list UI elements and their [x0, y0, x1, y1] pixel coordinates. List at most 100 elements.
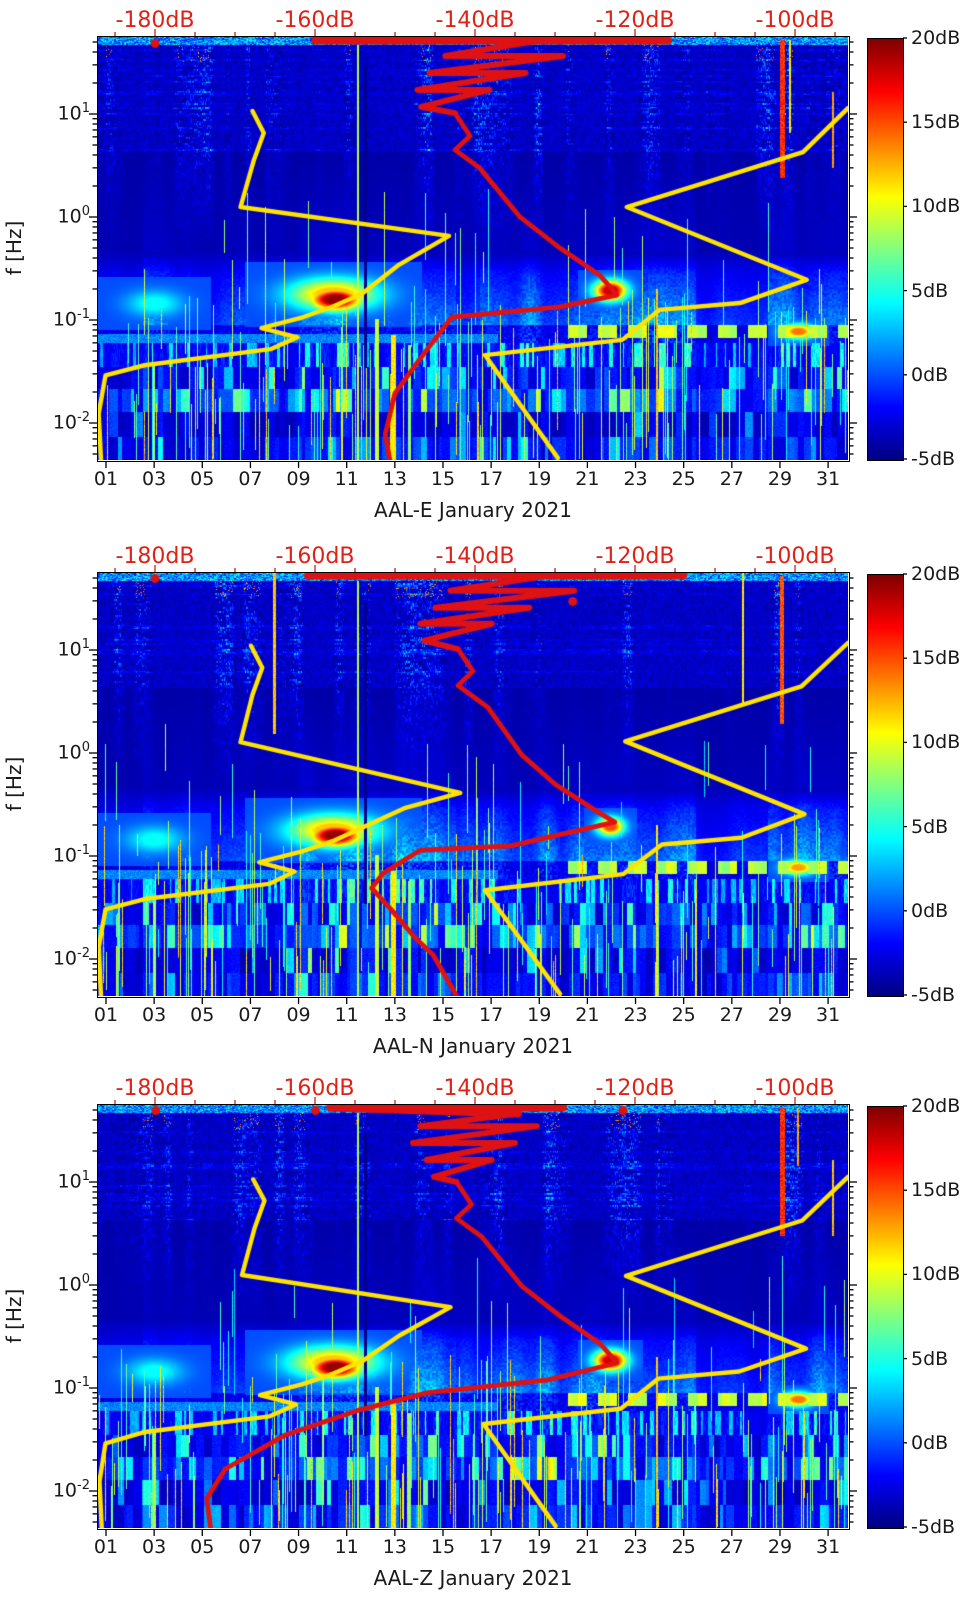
x-tick-label: 31 [816, 1004, 841, 1026]
colorbar-tick-label: 0dB [911, 899, 949, 922]
x-tick-label: 19 [527, 1536, 552, 1558]
x-tick-label: 07 [238, 1004, 263, 1026]
x-tick-label: 25 [671, 1004, 696, 1026]
x-tick-label: 05 [190, 1536, 215, 1558]
colorbar-tick-label: 0dB [911, 1431, 949, 1454]
colorbar [867, 38, 904, 461]
x-tick-label: 29 [767, 1004, 793, 1026]
x-tick-label: 27 [719, 468, 744, 490]
y-axis-label: f [Hz] [2, 756, 26, 812]
spectrogram-canvas-aal-z [98, 1105, 848, 1528]
x-tick-label: 19 [527, 468, 552, 490]
x-tick-label: 27 [719, 1536, 744, 1558]
x-tick-label: 27 [719, 1004, 744, 1026]
x-tick-label: 29 [767, 468, 793, 490]
y-tick-label: 101 [57, 637, 90, 661]
x-tick-label: 01 [93, 468, 119, 490]
x-tick-label: 31 [816, 1536, 841, 1558]
x-tick-label: 21 [575, 1536, 600, 1558]
y-tick-label: 100 [57, 204, 90, 228]
top-axis-label: -160dB [275, 544, 355, 569]
x-tick-label: 21 [575, 468, 600, 490]
y-tick-label: 10-1 [52, 307, 90, 331]
top-axis-label: -100dB [755, 544, 835, 569]
colorbar-tick-label: 5dB [911, 279, 949, 302]
x-tick-label: 03 [142, 468, 167, 490]
y-tick-label: 101 [57, 1169, 90, 1193]
x-tick-label: 09 [286, 1004, 311, 1026]
colorbar-tick-label: 10dB [911, 195, 961, 218]
top-axis-label: -120dB [595, 1076, 675, 1101]
colorbar-tick-label: 20dB [911, 27, 961, 49]
y-tick-label: 100 [57, 740, 90, 764]
top-axis-label: -140dB [435, 8, 515, 33]
y-tick-label: 101 [57, 101, 90, 125]
x-tick-label: 23 [623, 1536, 648, 1558]
colorbar-tick-label: 0dB [911, 363, 949, 386]
x-tick-label: 13 [382, 468, 407, 490]
top-axis-label: -120dB [595, 8, 675, 33]
x-tick-label: 15 [430, 1004, 456, 1026]
x-tick-label: 13 [382, 1004, 407, 1026]
top-axis-label: -140dB [435, 1076, 515, 1101]
y-axis-label: f [Hz] [2, 1288, 26, 1344]
x-tick-label: 01 [93, 1536, 119, 1558]
colorbar-tick-label: 5dB [911, 815, 949, 838]
x-tick-label: 05 [190, 1004, 215, 1026]
x-tick-label: 13 [382, 1536, 407, 1558]
x-tick-label: 31 [816, 468, 841, 490]
colorbar-tick-label: -5dB [911, 448, 956, 470]
x-tick-label: 09 [286, 1536, 311, 1558]
y-tick-label: 10-1 [52, 1375, 90, 1399]
top-axis-label: -160dB [275, 1076, 355, 1101]
x-tick-label: 03 [142, 1004, 167, 1026]
y-tick-label: 10-1 [52, 843, 90, 867]
colorbar-tick-label: 10dB [911, 1263, 961, 1286]
x-tick-label: 25 [671, 1536, 696, 1558]
panel-aal-z: f [Hz] AAL-Z January 2021 -180dB -160dB -1… [0, 1068, 962, 1599]
colorbar [867, 1106, 904, 1529]
y-axis-label: f [Hz] [2, 220, 26, 276]
colorbar-tick-label: 15dB [911, 1179, 961, 1202]
x-tick-label: 07 [238, 468, 263, 490]
panel-aal-e: f [Hz] AAL-E January 2021 -180dB -160dB -1… [0, 0, 962, 533]
panel-title: AAL-Z January 2021 [373, 1566, 573, 1590]
x-tick-label: 15 [430, 1536, 456, 1558]
colorbar [867, 574, 904, 997]
y-tick-label: 10-2 [52, 946, 90, 970]
spectrogram-canvas-aal-e [98, 37, 848, 460]
x-tick-label: 11 [334, 1004, 359, 1026]
spectrogram-canvas-aal-n [98, 573, 848, 996]
top-axis-label: -180dB [115, 8, 195, 33]
x-tick-label: 29 [767, 1536, 793, 1558]
panel-title: AAL-E January 2021 [374, 498, 572, 522]
x-tick-label: 11 [334, 1536, 359, 1558]
colorbar-tick-label: 10dB [911, 731, 961, 754]
colorbar-tick-label: 5dB [911, 1347, 949, 1370]
x-tick-label: 01 [93, 1004, 119, 1026]
top-axis-label: -160dB [275, 8, 355, 33]
x-tick-label: 19 [527, 1004, 552, 1026]
colorbar-tick-label: 20dB [911, 1095, 961, 1117]
x-tick-label: 17 [479, 1536, 504, 1558]
colorbar-tick-label: 15dB [911, 647, 961, 670]
x-tick-label: 05 [190, 468, 215, 490]
colorbar-tick-label: -5dB [911, 984, 956, 1006]
x-tick-label: 11 [334, 468, 359, 490]
colorbar-tick-label: 20dB [911, 563, 961, 585]
top-axis-label: -140dB [435, 544, 515, 569]
y-tick-label: 10-2 [52, 1478, 90, 1502]
x-tick-label: 15 [430, 468, 456, 490]
y-tick-label: 10-2 [52, 410, 90, 434]
x-tick-label: 25 [671, 468, 696, 490]
x-tick-label: 17 [479, 468, 504, 490]
x-tick-label: 09 [286, 468, 311, 490]
panel-title: AAL-N January 2021 [372, 1034, 574, 1058]
x-tick-label: 23 [623, 468, 648, 490]
x-tick-label: 21 [575, 1004, 600, 1026]
x-tick-label: 07 [238, 1536, 263, 1558]
top-axis-label: -180dB [115, 1076, 195, 1101]
top-axis-label: -100dB [755, 1076, 835, 1101]
x-tick-label: 23 [623, 1004, 648, 1026]
